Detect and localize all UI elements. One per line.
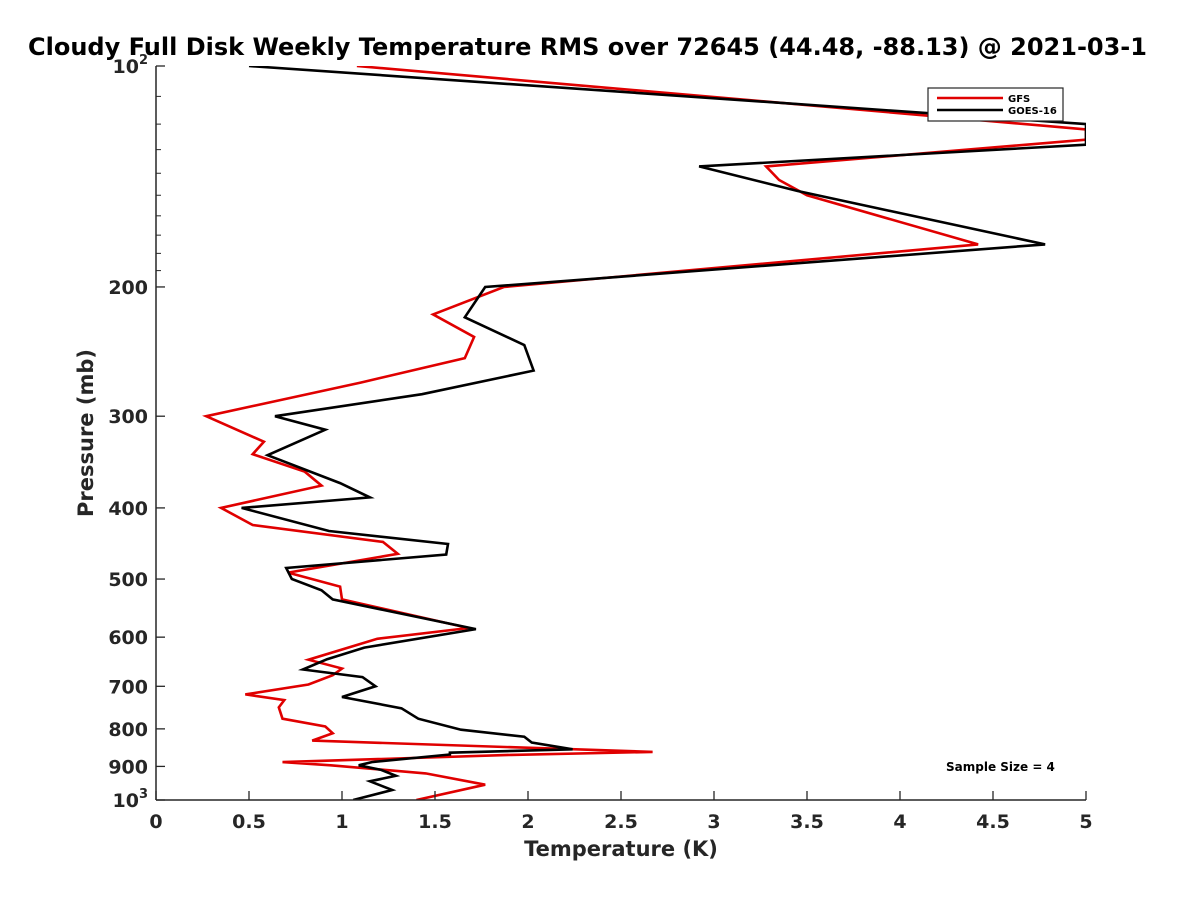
sample-size-annotation: Sample Size = 4 xyxy=(946,760,1055,774)
x-tick-label: 1 xyxy=(335,811,348,833)
y-tick-label: 600 xyxy=(108,627,148,649)
y-tick-label: 400 xyxy=(108,498,148,520)
legend-box xyxy=(927,87,1064,122)
y-tick-label: 103 xyxy=(113,787,149,812)
y-tick-label: 102 xyxy=(113,53,149,78)
y-tick-label: 500 xyxy=(108,569,148,591)
x-ticks: 0 0.5 1 1.5 2 2.5 3 3.5 4 4.5 5 xyxy=(149,791,1093,833)
y-tick-label: 300 xyxy=(108,406,148,428)
x-tick-label: 0.5 xyxy=(232,811,266,833)
legend-label-goes-16: GOES-16 xyxy=(1008,106,1057,117)
x-tick-label: 2 xyxy=(521,811,534,833)
x-tick-label: 3.5 xyxy=(790,811,824,833)
legend-label-gfs: GFS xyxy=(1008,94,1030,105)
chart-title: Cloudy Full Disk Weekly Temperature RMS … xyxy=(28,33,1147,61)
y-axis-label: Pressure (mb) xyxy=(74,349,98,517)
x-tick-label: 3 xyxy=(707,811,720,833)
x-tick-label: 4.5 xyxy=(976,811,1010,833)
x-tick-label: 4 xyxy=(893,811,906,833)
series-line-gfs xyxy=(202,66,1086,800)
y-ticks: 102 200 300 400 500 600 700 800 900 103 xyxy=(108,53,165,812)
x-tick-label: 0 xyxy=(149,811,162,833)
x-tick-label: 1.5 xyxy=(418,811,452,833)
plot-area xyxy=(202,66,1086,800)
y-tick-label: 200 xyxy=(108,277,148,299)
y-tick-label: 800 xyxy=(108,719,148,741)
x-tick-label: 5 xyxy=(1079,811,1092,833)
x-tick-label: 2.5 xyxy=(604,811,638,833)
y-tick-label: 900 xyxy=(108,756,148,778)
x-axis-label: Temperature (K) xyxy=(524,837,718,861)
y-tick-label: 700 xyxy=(108,676,148,698)
series-line-goes-16 xyxy=(241,66,1086,800)
